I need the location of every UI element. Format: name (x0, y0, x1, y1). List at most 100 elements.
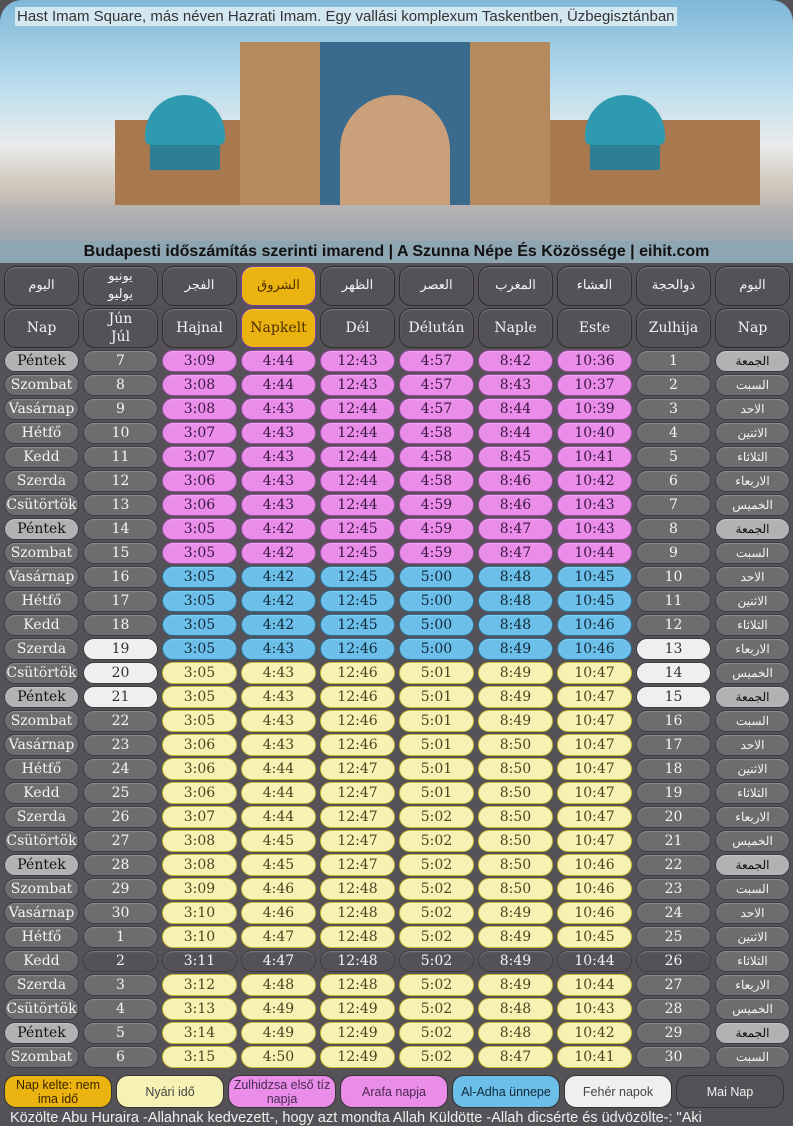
cell-dhuhr: 12:44 (319, 398, 396, 420)
cell-fajr: 3:15 (161, 1046, 238, 1068)
dome-right (585, 95, 665, 145)
cell-hijri: 12 (635, 614, 712, 636)
cell-day-arabic: الجمعة (714, 350, 791, 372)
table-row: Hétfő 17 3:05 4:42 12:45 5:00 8:48 10:45 11 الاثن… (2, 589, 792, 613)
table-row: Vasárnap 30 3:10 4:46 12:48 5:02 8:49 10:46 24 ال… (2, 901, 792, 925)
cell-asr: 5:02 (398, 950, 475, 972)
cell-hijri: 1 (635, 350, 712, 372)
cell-asr: 5:00 (398, 614, 475, 636)
cell-isha: 10:47 (556, 710, 633, 732)
cell-asr: 5:00 (398, 566, 475, 588)
cell-day-arabic: الثلاثاء (714, 614, 791, 636)
header-maghrib: المغرب (477, 266, 554, 306)
cell-date: 4 (82, 998, 159, 1020)
cell-date: 21 (82, 686, 159, 708)
cell-day: Szombat (3, 878, 80, 900)
cell-hijri: 5 (635, 446, 712, 468)
cell-sunrise: 4:47 (240, 950, 317, 972)
table-row: Szerda 3 3:12 4:48 12:48 5:02 8:49 10:44 27 الارب… (2, 973, 792, 997)
cell-date: 17 (82, 590, 159, 612)
cell-dhuhr: 12:47 (319, 782, 396, 804)
cell-dhuhr: 12:46 (319, 638, 396, 660)
hadith-quote: Közölte Abu Huraira -Allahnak kedvezett-… (10, 1110, 702, 1126)
cell-dhuhr: 12:46 (319, 734, 396, 756)
cell-day-arabic: الجمعة (714, 1022, 791, 1044)
cell-isha: 10:44 (556, 950, 633, 972)
header-fajr: الفجر (161, 266, 238, 306)
cell-fajr: 3:09 (161, 350, 238, 372)
header-label: Dél (345, 320, 370, 336)
table-row: Csütörtök 20 3:05 4:43 12:46 5:01 8:49 10:47 14 ا… (2, 661, 792, 685)
cell-isha: 10:46 (556, 614, 633, 636)
cell-dhuhr: 12:48 (319, 950, 396, 972)
cell-isha: 10:43 (556, 494, 633, 516)
cell-maghrib: 8:50 (477, 854, 554, 876)
cell-dhuhr: 12:44 (319, 470, 396, 492)
cell-isha: 10:46 (556, 902, 633, 924)
cell-hijri: 13 (635, 638, 712, 660)
cell-asr: 5:01 (398, 686, 475, 708)
cell-day-arabic: الاثنين (714, 590, 791, 612)
cell-day-arabic: الاربعاء (714, 470, 791, 492)
cell-maghrib: 8:48 (477, 1022, 554, 1044)
cell-dhuhr: 12:45 (319, 614, 396, 636)
header-label: الفجر (184, 278, 215, 293)
table-row: Vasárnap 23 3:06 4:43 12:46 5:01 8:50 10:47 17 ال… (2, 733, 792, 757)
cell-isha: 10:44 (556, 974, 633, 996)
cell-dhuhr: 12:45 (319, 542, 396, 564)
header-isha: العشاء (556, 266, 633, 306)
header-label: المغرب (495, 278, 536, 293)
legend-item: Zulhidzsa első tíz napja (228, 1075, 336, 1108)
table-row: Szombat 15 3:05 4:42 12:45 4:59 8:47 10:44 9 السب… (2, 541, 792, 565)
cell-maghrib: 8:44 (477, 422, 554, 444)
table-row: Szerda 12 3:06 4:43 12:44 4:58 8:46 10:42 6 الارب… (2, 469, 792, 493)
header-label: الشروق (257, 278, 300, 293)
cell-hijri: 2 (635, 374, 712, 396)
table-row: Szerda 19 3:05 4:43 12:46 5:00 8:49 10:46 13 الار… (2, 637, 792, 661)
ground (0, 205, 793, 241)
cell-sunrise: 4:49 (240, 1022, 317, 1044)
cell-hijri: 8 (635, 518, 712, 540)
header-maghrib: Naple (477, 308, 554, 348)
cell-fajr: 3:05 (161, 710, 238, 732)
header-dhuhr: Dél (319, 308, 396, 348)
cell-day: Kedd (3, 782, 80, 804)
cell-day: Vasárnap (3, 902, 80, 924)
cell-fajr: 3:05 (161, 518, 238, 540)
cell-day-arabic: الخميس (714, 662, 791, 684)
cell-fajr: 3:05 (161, 566, 238, 588)
cell-date: 29 (82, 878, 159, 900)
cell-fajr: 3:10 (161, 926, 238, 948)
cell-sunrise: 4:47 (240, 926, 317, 948)
cell-fajr: 3:06 (161, 734, 238, 756)
cell-day: Kedd (3, 446, 80, 468)
cell-hijri: 11 (635, 590, 712, 612)
cell-date: 1 (82, 926, 159, 948)
cell-dhuhr: 12:46 (319, 662, 396, 684)
header-dhuhr: الظهر (319, 266, 396, 306)
table-row: Csütörtök 27 3:08 4:45 12:47 5:02 8:50 10:47 21 ا… (2, 829, 792, 853)
cell-isha: 10:37 (556, 374, 633, 396)
cell-dhuhr: 12:46 (319, 710, 396, 732)
cell-fajr: 3:05 (161, 542, 238, 564)
header-hijri: Zulhija (635, 308, 712, 348)
dome-drum-left (150, 140, 220, 170)
cell-sunrise: 4:48 (240, 974, 317, 996)
header-date: Jún Júl (82, 308, 159, 348)
cell-sunrise: 4:43 (240, 710, 317, 732)
cell-sunrise: 4:44 (240, 374, 317, 396)
cell-maghrib: 8:49 (477, 950, 554, 972)
cell-day: Péntek (3, 686, 80, 708)
table-row: Szerda 26 3:07 4:44 12:47 5:02 8:50 10:47 20 الار… (2, 805, 792, 829)
cell-maghrib: 8:46 (477, 470, 554, 492)
cell-day-arabic: السبت (714, 878, 791, 900)
cell-day-arabic: الاربعاء (714, 806, 791, 828)
cell-asr: 5:02 (398, 806, 475, 828)
cell-maghrib: 8:47 (477, 542, 554, 564)
cell-fajr: 3:13 (161, 998, 238, 1020)
cell-day: Csütörtök (3, 830, 80, 852)
cell-day-arabic: الاربعاء (714, 638, 791, 660)
legend-item: Fehér napok (564, 1075, 672, 1108)
cell-asr: 5:01 (398, 758, 475, 780)
cell-fajr: 3:06 (161, 758, 238, 780)
